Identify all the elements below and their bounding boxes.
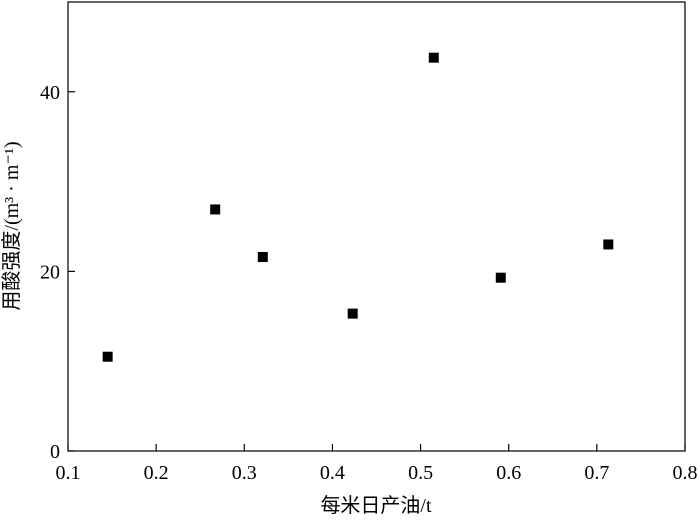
x-tick-label: 0.4 [320,462,345,484]
x-tick-label: 0.3 [232,462,257,484]
point [257,252,268,263]
x-tick-label: 0.7 [584,462,609,484]
point [495,272,506,283]
y-tick-label: 20 [40,261,60,283]
point [428,52,439,63]
x-axis-label: 每米日产油/t [320,494,432,517]
x-tick-label: 0.5 [408,462,433,484]
x-tick-label: 0.6 [496,462,521,484]
y-axis-label: 用酸强度/(m³ · m⁻¹) [0,141,23,310]
point [102,351,113,362]
y-tick-label: 0 [50,441,60,463]
x-tick-label: 0.8 [673,462,698,484]
y-tick-label: 40 [40,82,60,104]
x-tick-label: 0.2 [144,462,169,484]
point [347,308,358,319]
point [603,239,614,250]
point [210,204,221,215]
x-tick-label: 0.1 [56,462,81,484]
plot-frame [67,1,686,452]
